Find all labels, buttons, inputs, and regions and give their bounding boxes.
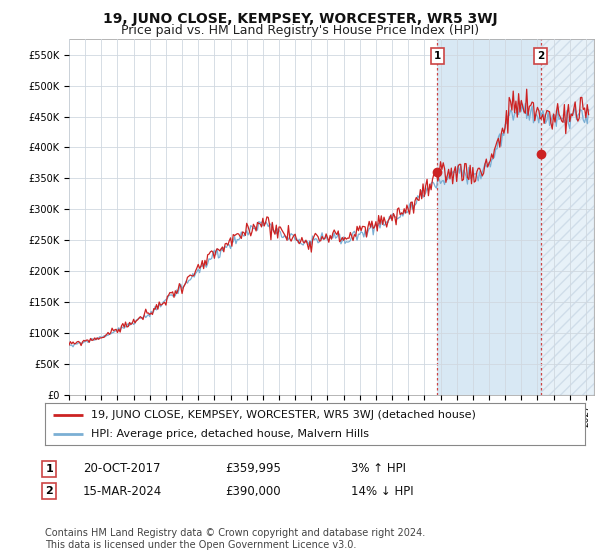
Text: 14% ↓ HPI: 14% ↓ HPI (351, 484, 413, 498)
Text: 3% ↑ HPI: 3% ↑ HPI (351, 462, 406, 475)
Text: Price paid vs. HM Land Registry's House Price Index (HPI): Price paid vs. HM Land Registry's House … (121, 24, 479, 36)
Text: £390,000: £390,000 (225, 484, 281, 498)
Text: 1: 1 (46, 464, 53, 474)
Text: 2: 2 (46, 486, 53, 496)
Bar (541, 39, 594, 395)
Text: 15-MAR-2024: 15-MAR-2024 (83, 484, 162, 498)
Text: 2: 2 (537, 51, 544, 61)
Text: 19, JUNO CLOSE, KEMPSEY, WORCESTER, WR5 3WJ: 19, JUNO CLOSE, KEMPSEY, WORCESTER, WR5 … (103, 12, 497, 26)
Text: 20-OCT-2017: 20-OCT-2017 (83, 462, 160, 475)
Text: HPI: Average price, detached house, Malvern Hills: HPI: Average price, detached house, Malv… (91, 429, 369, 439)
Bar (437, 39, 541, 395)
Text: 19, JUNO CLOSE, KEMPSEY, WORCESTER, WR5 3WJ (detached house): 19, JUNO CLOSE, KEMPSEY, WORCESTER, WR5 … (91, 409, 476, 419)
Text: £359,995: £359,995 (225, 462, 281, 475)
Text: Contains HM Land Registry data © Crown copyright and database right 2024.
This d: Contains HM Land Registry data © Crown c… (45, 528, 425, 550)
Text: 1: 1 (434, 51, 441, 61)
